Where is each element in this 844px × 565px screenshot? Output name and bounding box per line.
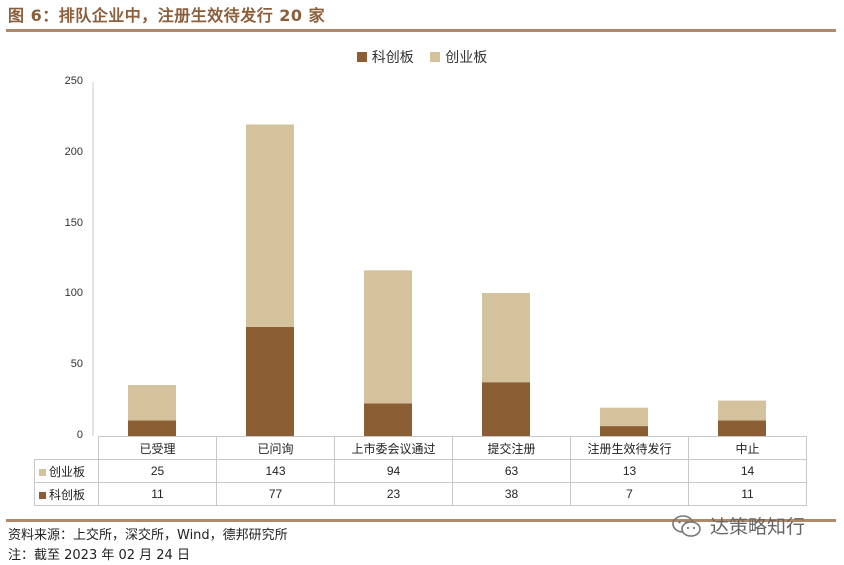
bar-chuangye — [246, 124, 294, 327]
table-cell: 23 — [334, 482, 453, 506]
legend-label-chuangye: 创业板 — [445, 50, 488, 66]
data-table-corner — [35, 437, 99, 460]
table-cell: 77 — [216, 482, 335, 506]
y-tick-label: 200 — [64, 145, 83, 158]
category-label: 注册生效待发行 — [570, 436, 689, 460]
table-cell: 94 — [334, 459, 453, 483]
row-header-kechuang: 科创板 — [34, 482, 99, 506]
y-tick-label: 50 — [70, 358, 83, 371]
watermark: 达策略知行 — [672, 512, 805, 539]
top-divider — [6, 29, 836, 32]
y-tick-label: 0 — [76, 429, 83, 441]
bar-kechuang — [600, 426, 648, 436]
table-cell: 38 — [452, 482, 571, 506]
category-label: 上市委会议通过 — [334, 436, 453, 460]
bar-kechuang — [482, 382, 530, 436]
data-table-header-row: 已受理 已问询 上市委会议通过 提交注册 注册生效待发行 中止 — [35, 436, 807, 460]
bar-kechuang — [128, 420, 176, 436]
y-tick-label: 100 — [64, 287, 83, 300]
bottom-divider — [6, 519, 836, 522]
row-swatch-kechuang — [39, 491, 46, 499]
row-label-kechuang: 科创板 — [49, 487, 86, 502]
table-cell: 14 — [688, 459, 807, 483]
table-cell: 7 — [570, 482, 689, 506]
bar-chuangye — [128, 385, 176, 421]
legend-swatch-kechuang — [356, 52, 367, 62]
data-table: 已受理 已问询 上市委会议通过 提交注册 注册生效待发行 中止 创业板 25 1… — [34, 436, 807, 506]
legend-item-kechuang: 科创板 — [356, 47, 414, 67]
watermark-text: 达策略知行 — [710, 516, 806, 538]
legend-swatch-chuangye — [430, 52, 441, 62]
category-label: 已问询 — [216, 436, 335, 460]
bar-kechuang — [718, 420, 766, 436]
bar-chuangye — [364, 270, 412, 404]
y-tick-label: 250 — [64, 75, 83, 87]
table-cell: 25 — [98, 459, 217, 483]
category-label: 已受理 — [98, 436, 217, 460]
category-label: 提交注册 — [452, 436, 571, 460]
table-cell: 13 — [570, 459, 689, 483]
legend-label-kechuang: 科创板 — [371, 50, 414, 66]
bar-kechuang — [364, 403, 412, 436]
table-cell: 143 — [216, 459, 335, 483]
bar-chuangye — [600, 407, 648, 427]
data-table-row-kechuang: 科创板 11 77 23 38 7 11 — [34, 482, 807, 506]
y-tick-label: 150 — [64, 216, 83, 229]
table-cell: 11 — [688, 482, 807, 506]
bar-kechuang — [246, 326, 294, 436]
chart-title: 图 6：排队企业中，注册生效待发行 20 家 — [8, 6, 326, 25]
bar-chuangye — [482, 292, 530, 383]
table-cell: 11 — [98, 482, 217, 506]
row-swatch-chuangye — [39, 468, 46, 476]
chart-plot-area — [92, 82, 766, 436]
row-label-chuangye: 创业板 — [49, 464, 86, 479]
source-note: 资料来源：上交所，深交所，Wind，德邦研究所 — [8, 528, 288, 543]
data-table-row-chuangye: 创业板 25 143 94 63 13 14 — [34, 459, 807, 483]
row-header-chuangye: 创业板 — [34, 459, 99, 483]
category-label: 中止 — [688, 436, 807, 460]
date-note: 注：截至 2023 年 02 月 24 日 — [8, 548, 190, 563]
legend-item-chuangye: 创业板 — [430, 47, 487, 67]
wechat-icon — [672, 514, 701, 537]
bar-chuangye — [718, 400, 766, 421]
table-cell: 63 — [452, 459, 571, 483]
chart-legend: 科创板 创业板 — [0, 47, 844, 67]
